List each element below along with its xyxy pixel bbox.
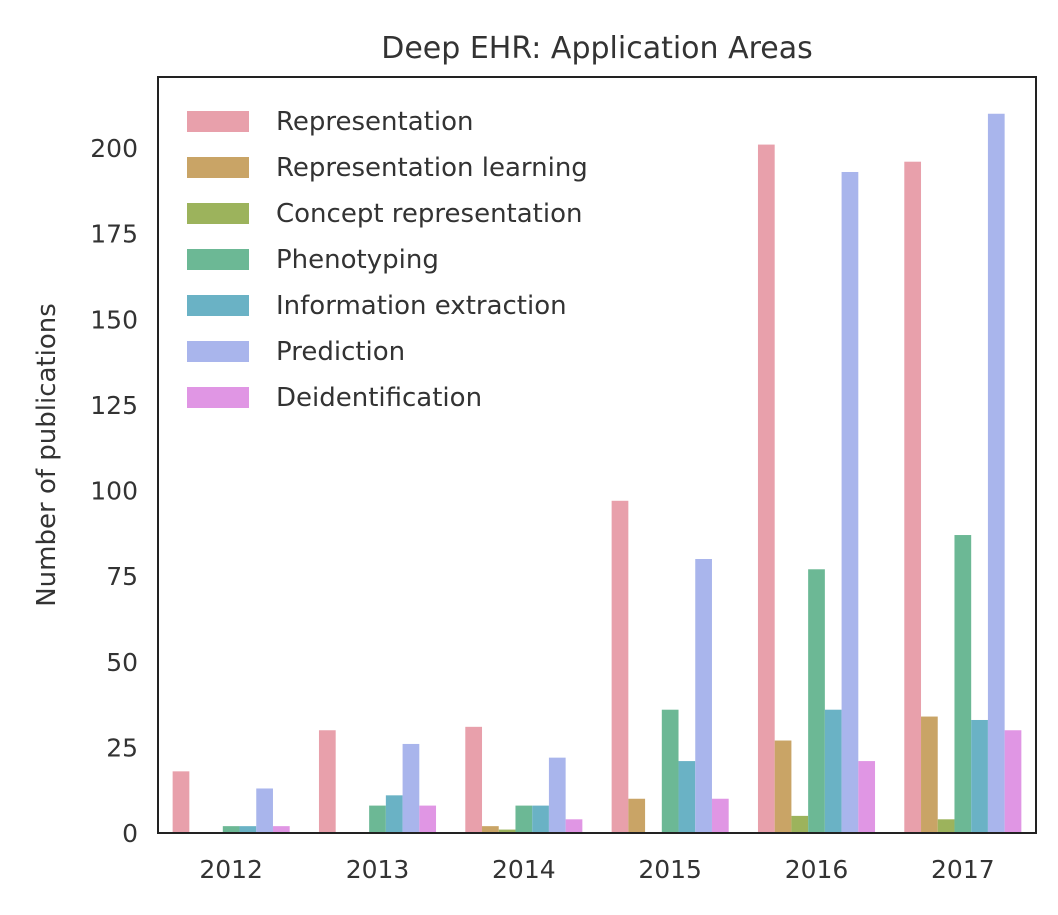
x-tick-label: 2014 <box>492 855 556 884</box>
bar-2015-deidentification <box>711 798 729 833</box>
bar-2015-information-extraction <box>678 761 696 833</box>
bar-2016-representation-learning <box>774 740 792 833</box>
legend-label: Phenotyping <box>276 245 439 275</box>
bar-2014-prediction <box>548 757 566 833</box>
y-tick-label: 150 <box>90 305 138 334</box>
legend-label: Prediction <box>276 337 405 367</box>
bar-2016-representation <box>757 144 775 833</box>
y-axis-label: Number of publications <box>32 303 62 607</box>
bar-2013-deidentification <box>419 805 437 833</box>
bar-2015-representation <box>611 500 629 833</box>
x-tick-label: 2016 <box>785 855 849 884</box>
bar-2012-information-extraction <box>239 826 257 833</box>
y-axis-ticks: 0 25 50 75 100 125 150 175 200 <box>90 134 138 848</box>
legend-swatch <box>187 295 249 316</box>
bar-2014-phenotyping <box>515 805 533 833</box>
bar-2017-phenotyping <box>954 535 972 833</box>
bar-2013-representation <box>318 730 336 833</box>
bar-2016-information-extraction <box>824 709 842 833</box>
legend-swatch <box>187 203 249 224</box>
legend-swatch <box>187 111 249 132</box>
legend-swatch <box>187 341 249 362</box>
y-tick-label: 50 <box>106 648 138 677</box>
plot-frame <box>157 76 1037 834</box>
bar-2015-prediction <box>695 559 712 833</box>
bar-2014-deidentification <box>565 819 583 833</box>
bar-2016-prediction <box>841 171 859 834</box>
bar-2012-phenotyping <box>222 826 240 833</box>
x-tick-label: 2015 <box>638 855 702 884</box>
bar-2014-information-extraction <box>532 805 549 833</box>
bar-2016-concept-representation <box>791 815 809 834</box>
y-tick-label: 0 <box>122 819 138 848</box>
bar-2012-representation <box>172 771 190 833</box>
chart-title: Deep EHR: Application Areas <box>381 31 813 66</box>
legend: Representation Representation learning Con… <box>187 107 588 413</box>
x-tick-label: 2012 <box>199 855 263 884</box>
legend-label: Information extraction <box>276 291 567 321</box>
y-tick-label: 125 <box>90 391 138 420</box>
y-tick-label: 75 <box>106 562 138 591</box>
legend-swatch <box>187 249 249 270</box>
bar-2016-deidentification <box>858 761 876 833</box>
bar-2017-representation-learning <box>921 716 938 833</box>
y-tick-label: 100 <box>90 477 138 506</box>
legend-label: Deidentification <box>276 383 482 413</box>
x-axis-ticks: 2012 2013 2014 2015 2016 2017 <box>199 855 994 884</box>
bar-2014-representation-learning <box>482 826 499 833</box>
bar-2015-representation-learning <box>628 798 646 833</box>
bar-2014-representation <box>465 726 483 833</box>
bar-2017-prediction <box>987 113 1005 833</box>
legend-label: Concept representation <box>276 199 582 229</box>
bar-2013-phenotyping <box>369 805 386 833</box>
bar-2013-information-extraction <box>385 795 403 833</box>
bar-2017-concept-representation <box>937 819 955 833</box>
y-tick-label: 25 <box>106 733 138 762</box>
bar-2014-concept-representation <box>498 829 516 833</box>
bar-2012-deidentification <box>272 826 290 833</box>
bar-2017-deidentification <box>1004 730 1022 833</box>
bar-2017-information-extraction <box>971 719 988 833</box>
bar-2012-prediction <box>256 788 273 833</box>
legend-swatch <box>187 387 249 408</box>
bar-2017-representation <box>904 161 922 833</box>
bar-2013-prediction <box>402 743 420 833</box>
bar-2016-phenotyping <box>808 569 825 833</box>
legend-swatch <box>187 157 249 178</box>
bar-2015-phenotyping <box>661 709 679 833</box>
x-tick-label: 2017 <box>931 855 995 884</box>
x-tick-label: 2013 <box>346 855 410 884</box>
legend-label: Representation learning <box>276 153 588 183</box>
legend-label: Representation <box>276 107 473 137</box>
bars-group <box>172 113 1022 834</box>
y-tick-label: 200 <box>90 134 138 163</box>
y-tick-label: 175 <box>90 220 138 249</box>
